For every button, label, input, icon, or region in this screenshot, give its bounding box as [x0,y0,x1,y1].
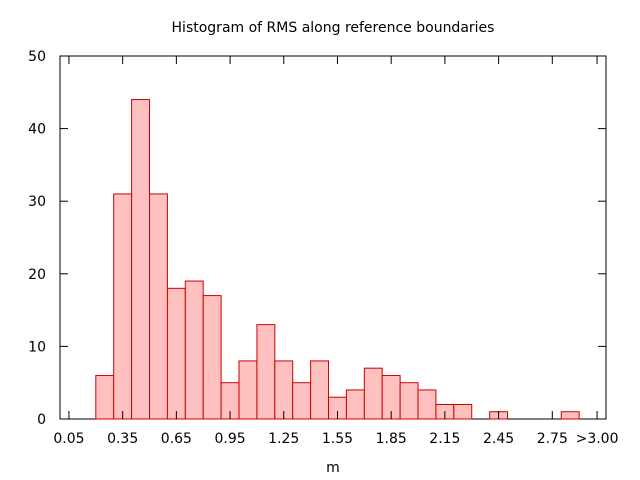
histogram-bar [399,382,419,420]
x-tick-label: 1.25 [268,431,299,447]
histogram-bar [113,193,133,420]
histogram-bar [256,324,276,420]
histogram-bar [345,389,365,420]
histogram-bar [202,295,222,420]
histogram-bar [292,382,312,420]
y-axis: 0 10 20 30 40 50 [28,49,606,428]
histogram-bar [95,374,115,420]
y-tick-label: 0 [37,412,46,428]
histogram-bar [417,389,437,420]
histogram-bar [238,360,258,420]
x-tick-label: 0.65 [161,431,192,447]
histogram-bar [310,360,330,420]
x-tick-label: 0.05 [53,431,84,447]
histogram-bar [184,280,204,420]
y-tick-label: 50 [28,49,46,65]
chart-title: Histogram of RMS along reference boundar… [172,20,495,36]
histogram-bar [131,99,151,420]
y-tick-label: 10 [28,339,46,355]
x-tick-label: 0.35 [107,431,138,447]
histogram-bar [166,287,186,420]
histogram-bar [453,403,473,420]
x-tick-label: 2.15 [429,431,460,447]
y-tick-label: 40 [28,122,46,138]
y-tick-label: 30 [28,194,46,210]
x-axis-label: m [326,460,340,476]
histogram-bar [363,367,383,420]
histogram-bar [149,193,168,420]
x-tick-label: 1.85 [376,431,407,447]
x-tick-label: 2.45 [483,431,514,447]
x-tick-label: 1.55 [322,431,353,447]
y-tick-label: 20 [28,267,46,283]
x-tick-label: >3.00 [576,431,619,447]
histogram-bar [274,360,294,420]
x-axis: 0.05 0.35 0.65 0.95 1.25 1.55 1.85 2.15 2.45 2.75… [53,56,619,447]
x-tick-label: 2.75 [537,431,568,447]
x-tick-label: 0.95 [214,431,245,447]
histogram-bar [560,411,580,420]
bars-group [95,99,580,420]
